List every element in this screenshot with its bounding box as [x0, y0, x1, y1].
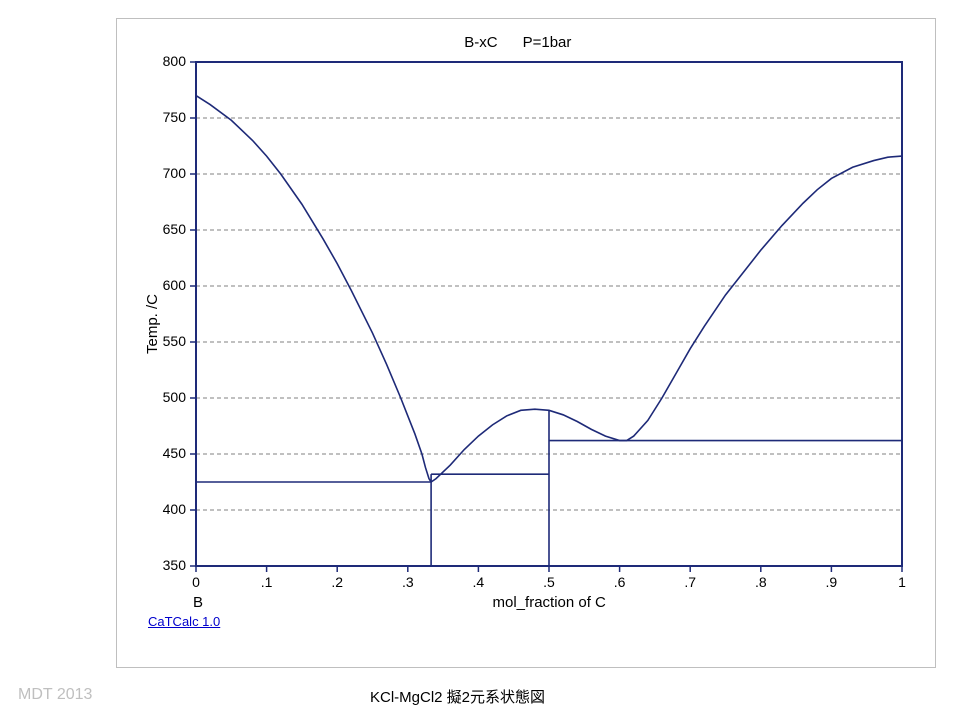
- y-tick-label: 600: [163, 277, 186, 293]
- y-tick-label: 700: [163, 165, 186, 181]
- x-tick-label: .7: [680, 574, 700, 590]
- y-tick-label: 400: [163, 501, 186, 517]
- y-tick-label: 800: [163, 53, 186, 69]
- x-tick-label: .6: [610, 574, 630, 590]
- x-tick-label: .2: [327, 574, 347, 590]
- x-tick-label: .1: [257, 574, 277, 590]
- x-tick-label: .3: [398, 574, 418, 590]
- y-tick-label: 550: [163, 333, 186, 349]
- y-tick-label: 350: [163, 557, 186, 573]
- phase-diagram-plot: [0, 0, 960, 720]
- x-tick-label: 1: [892, 574, 912, 590]
- x-tick-label: .4: [468, 574, 488, 590]
- y-tick-label: 500: [163, 389, 186, 405]
- x-tick-label: 0: [186, 574, 206, 590]
- x-tick-label: .5: [539, 574, 559, 590]
- y-tick-label: 750: [163, 109, 186, 125]
- x-tick-label: .9: [821, 574, 841, 590]
- y-tick-label: 450: [163, 445, 186, 461]
- y-tick-label: 650: [163, 221, 186, 237]
- x-tick-label: .8: [751, 574, 771, 590]
